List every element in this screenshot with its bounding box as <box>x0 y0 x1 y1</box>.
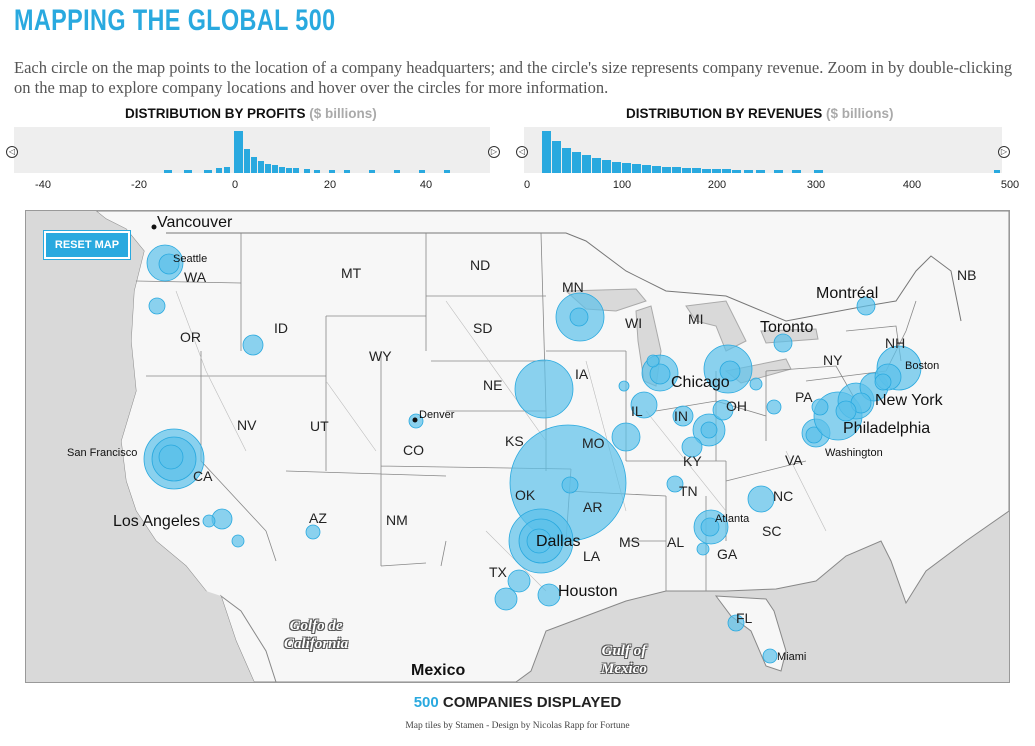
state-label: NM <box>386 512 408 528</box>
revenues-title-text: DISTRIBUTION BY REVENUES <box>626 106 823 121</box>
revenues-tick: 200 <box>707 179 727 191</box>
state-label: KS <box>505 433 524 449</box>
city-label: Houston <box>558 583 618 600</box>
state-label: AR <box>583 499 603 515</box>
state-label: IN <box>674 408 688 424</box>
state-label: MO <box>582 435 605 451</box>
profits-bars <box>164 131 450 173</box>
revenues-tick: 500 <box>1000 179 1020 191</box>
profits-tick: -40 <box>35 179 51 191</box>
state-label: SD <box>473 320 493 336</box>
state-label: IA <box>575 366 589 382</box>
state-label: MT <box>341 265 362 281</box>
credit-line: Map tiles by Stamen - Design by Nicolas … <box>405 721 630 731</box>
city-label: Vancouver <box>157 214 233 231</box>
state-label: PA <box>795 389 813 405</box>
page-title: MAPPING THE GLOBAL 500 <box>14 4 336 37</box>
revenues-histogram[interactable] <box>524 127 1002 173</box>
water-label-line: Gulf of <box>601 643 647 659</box>
profits-histogram-title: DISTRIBUTION BY PROFITS ($ billions) <box>125 106 377 121</box>
profits-tick: 20 <box>323 179 337 191</box>
map-land <box>26 211 1009 682</box>
state-label: SC <box>762 523 782 539</box>
city-label: Chicago <box>671 374 730 391</box>
reset-map-button[interactable]: RESET MAP <box>44 231 130 259</box>
state-label: FL <box>736 610 753 626</box>
state-label: TX <box>489 564 507 580</box>
state-label: WY <box>369 348 392 364</box>
city-label: Seattle <box>173 253 208 265</box>
state-label: NH <box>885 335 906 351</box>
profits-left-handle[interactable]: ◁ <box>6 146 18 158</box>
state-label: CO <box>403 442 424 458</box>
state-label: ND <box>470 257 491 273</box>
state-label: AL <box>667 534 685 550</box>
revenues-tick: 100 <box>612 179 632 191</box>
state-label: WI <box>625 315 643 331</box>
state-label: MS <box>619 534 640 550</box>
state-label: UT <box>310 418 329 434</box>
profits-histogram[interactable] <box>14 127 490 173</box>
profits-tick: -20 <box>131 179 147 191</box>
state-label: NB <box>957 267 977 283</box>
city-label: San Francisco <box>67 447 138 459</box>
revenues-tick: 300 <box>806 179 826 191</box>
companies-count-number: 500 <box>413 694 439 711</box>
water-label: Gulf of Mexico <box>601 642 647 678</box>
state-label: MN <box>562 279 584 295</box>
state-label: ID <box>274 320 288 336</box>
state-label: CA <box>193 468 213 484</box>
state-label: WA <box>184 269 207 285</box>
state-label: NY <box>823 352 843 368</box>
revenues-left-handle[interactable]: ◁ <box>516 146 528 158</box>
state-label: LA <box>583 548 601 564</box>
state-label: NC <box>773 488 794 504</box>
city-label: Toronto <box>760 319 814 336</box>
page-description: Each circle on the map points to the loc… <box>14 58 1013 97</box>
state-label: AZ <box>309 510 327 526</box>
profits-unit: ($ billions) <box>309 106 377 121</box>
state-label: IL <box>631 403 643 419</box>
profits-tick: 0 <box>231 179 239 191</box>
water-label-line: Golfo de <box>289 618 343 634</box>
companies-count-label: COMPANIES DISPLAYED <box>442 694 622 711</box>
us-map[interactable]: RESET MAP WA MT ND MN NB OR ID WI MI SD … <box>25 210 1010 683</box>
state-label: GA <box>717 546 738 562</box>
city-label: Los Angeles <box>113 513 201 530</box>
state-label: NV <box>237 417 257 433</box>
city-label: Boston <box>905 360 940 372</box>
water-label: Golfo de California <box>284 617 348 653</box>
city-label: Denver <box>419 409 455 421</box>
revenues-bars <box>542 131 1000 173</box>
state-label: OR <box>180 329 201 345</box>
city-label: Philadelphia <box>843 420 931 437</box>
city-label: Washington <box>825 447 883 459</box>
city-label: New York <box>875 392 943 409</box>
city-label: Miami <box>777 651 807 663</box>
state-label: TN <box>679 483 698 499</box>
profits-right-handle[interactable]: ▷ <box>488 146 500 158</box>
state-label: NE <box>483 377 503 393</box>
revenues-histogram-title: DISTRIBUTION BY REVENUES ($ billions) <box>626 106 894 121</box>
revenues-tick: 400 <box>902 179 922 191</box>
companies-count: 500 COMPANIES DISPLAYED <box>0 694 1035 711</box>
state-label: KY <box>683 453 702 469</box>
water-label-line: California <box>284 636 349 652</box>
revenues-tick: 0 <box>523 179 531 191</box>
city-label: Dallas <box>536 533 581 550</box>
water-label-line: Mexico <box>601 661 647 677</box>
city-label: Atlanta <box>715 513 750 525</box>
city-label: Mexico <box>411 662 466 679</box>
revenues-right-handle[interactable]: ▷ <box>998 146 1010 158</box>
state-label: OK <box>515 487 536 503</box>
profits-tick: 40 <box>419 179 433 191</box>
state-label: VA <box>785 452 803 468</box>
revenues-unit: ($ billions) <box>826 106 894 121</box>
profits-title-text: DISTRIBUTION BY PROFITS <box>125 106 306 121</box>
state-label: OH <box>726 398 747 414</box>
state-label: MI <box>688 311 704 327</box>
city-label: Montréal <box>816 285 879 302</box>
